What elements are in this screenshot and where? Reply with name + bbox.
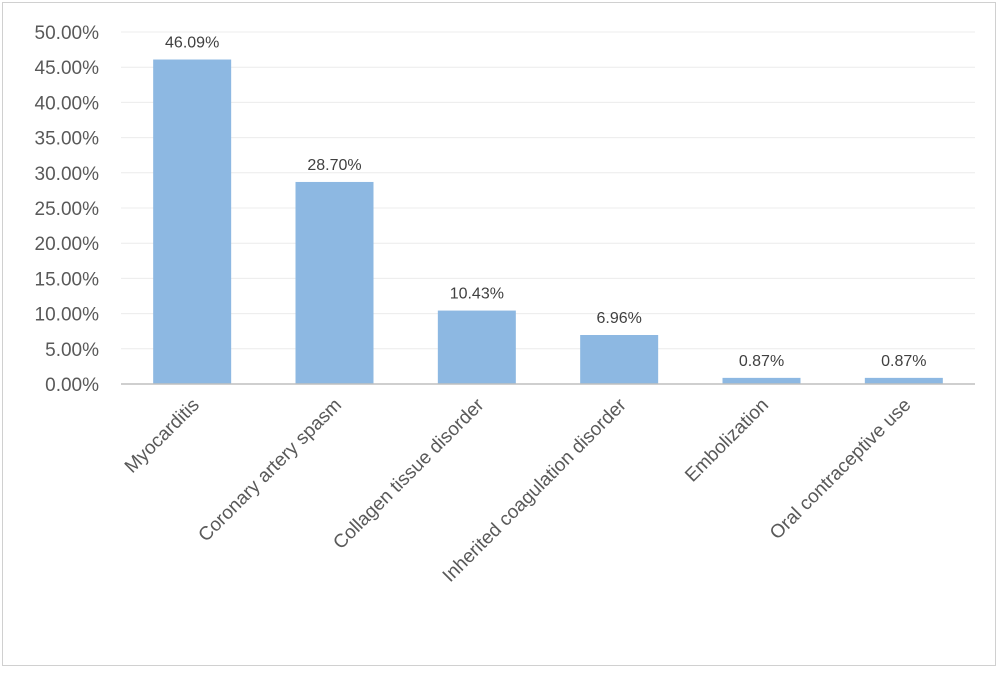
x-tick-label: Coronary artery spasm — [195, 395, 346, 546]
bar-chart: 0.00% 5.00% 10.00% 15.00% 20.00% 25.00% 30.00%… — [35, 23, 975, 587]
y-axis-tick-labels: 0.00% 5.00% 10.00% 15.00% 20.00% 25.00% 30.00%… — [35, 23, 100, 396]
x-tick-label: Embolization — [681, 395, 773, 487]
bar-2 — [437, 310, 516, 384]
y-tick-label: 0.00% — [45, 375, 99, 396]
x-tick-label: Myocarditis — [121, 395, 204, 478]
y-tick-label: 35.00% — [35, 129, 100, 150]
data-label: 6.96% — [596, 310, 641, 327]
data-label: 10.43% — [450, 286, 504, 303]
bar-5 — [864, 377, 943, 384]
gridlines — [121, 31, 975, 350]
y-tick-label: 20.00% — [35, 234, 100, 255]
bars — [153, 59, 943, 385]
y-tick-label: 25.00% — [35, 199, 100, 220]
bar-3 — [580, 335, 659, 384]
y-tick-label: 45.00% — [35, 58, 100, 79]
data-label: 0.87% — [881, 353, 926, 370]
y-tick-label: 5.00% — [45, 340, 99, 361]
x-tick-label: Collagen tissue disorder — [329, 394, 488, 553]
y-tick-label: 30.00% — [35, 164, 100, 185]
x-tick-label: Oral contraceptive use — [766, 395, 915, 544]
y-tick-label: 10.00% — [35, 305, 100, 326]
data-label: 28.70% — [307, 157, 361, 174]
data-label: 0.87% — [739, 353, 784, 370]
bar-4 — [722, 377, 801, 384]
data-label: 46.09% — [165, 35, 219, 52]
y-tick-label: 15.00% — [35, 269, 100, 290]
y-tick-label: 40.00% — [35, 93, 100, 114]
y-tick-label: 50.00% — [35, 23, 100, 44]
data-labels: 46.09% 28.70% 10.43% 6.96% 0.87% 0.87% — [165, 35, 926, 370]
bar-0 — [153, 59, 232, 385]
bar-1 — [295, 181, 374, 384]
